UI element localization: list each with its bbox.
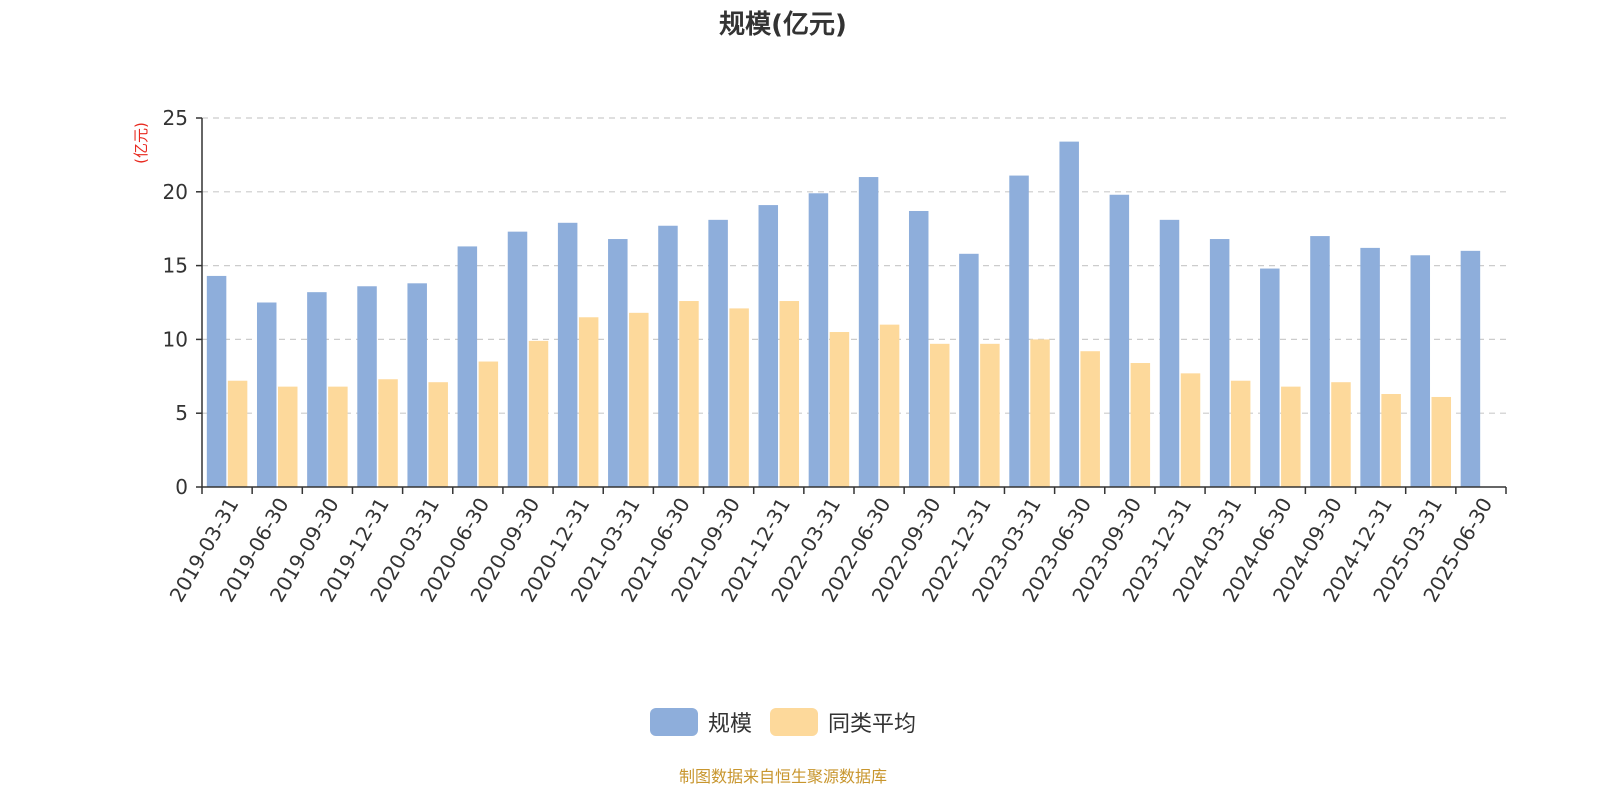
bar-category-average[interactable] bbox=[378, 379, 398, 487]
bar-scale[interactable] bbox=[808, 193, 829, 487]
grid-lines bbox=[202, 117, 1506, 414]
legend-item-category-average[interactable]: 同类平均 bbox=[770, 706, 916, 738]
y-tick-label: 25 bbox=[163, 106, 188, 130]
bar-category-average[interactable] bbox=[980, 343, 1000, 487]
bar-category-average[interactable] bbox=[428, 382, 448, 487]
bar-scale[interactable] bbox=[507, 231, 528, 487]
bar-scale[interactable] bbox=[758, 205, 779, 488]
y-axis-unit-label: (亿元) bbox=[132, 122, 150, 164]
bar-category-average[interactable] bbox=[1431, 396, 1452, 487]
y-tick-label: 15 bbox=[163, 254, 188, 278]
bar-scale[interactable] bbox=[357, 286, 377, 487]
bar-category-average[interactable] bbox=[528, 340, 549, 487]
bar-category-average[interactable] bbox=[629, 312, 649, 487]
bar-scale[interactable] bbox=[708, 219, 728, 487]
bar-category-average[interactable] bbox=[1331, 382, 1351, 487]
legend-swatch-scale bbox=[649, 708, 698, 736]
bar-scale[interactable] bbox=[457, 246, 478, 487]
bar-category-average[interactable] bbox=[1130, 363, 1151, 487]
bar-scale[interactable] bbox=[858, 177, 879, 488]
bar-category-average[interactable] bbox=[829, 332, 850, 487]
bar-category-average[interactable] bbox=[1180, 373, 1201, 487]
legend-swatch-category-average bbox=[770, 708, 818, 736]
bar-category-average[interactable] bbox=[679, 301, 699, 487]
bar-scale[interactable] bbox=[608, 239, 628, 487]
y-tick-label: 5 bbox=[175, 401, 188, 425]
bar-scale[interactable] bbox=[307, 292, 327, 487]
bar-category-average[interactable] bbox=[879, 324, 900, 487]
bar-category-average[interactable] bbox=[478, 361, 499, 487]
bar-category-average[interactable] bbox=[1030, 339, 1050, 487]
bar-category-average[interactable] bbox=[578, 317, 599, 487]
legend-label-category-average: 同类平均 bbox=[828, 712, 917, 737]
bar-scale[interactable] bbox=[1059, 141, 1079, 487]
bar-scale[interactable] bbox=[1209, 239, 1230, 487]
bar-category-average[interactable] bbox=[1230, 380, 1251, 487]
bar-category-average[interactable] bbox=[929, 343, 950, 487]
bar-scale[interactable] bbox=[1159, 219, 1180, 487]
legend-label-scale: 规模 bbox=[707, 712, 752, 737]
bar-scale[interactable] bbox=[959, 253, 979, 487]
bar-category-average[interactable] bbox=[1381, 394, 1401, 487]
bar-category-average[interactable] bbox=[729, 308, 749, 487]
legend-item-scale[interactable]: 规模 bbox=[649, 706, 752, 738]
bar-scale[interactable] bbox=[1310, 236, 1330, 487]
bar-category-average[interactable] bbox=[227, 380, 248, 487]
bar-category-average[interactable] bbox=[1281, 386, 1301, 487]
bar-scale[interactable] bbox=[256, 302, 277, 488]
bar-scale[interactable] bbox=[1460, 250, 1481, 487]
legend: 规模 同类平均 bbox=[0, 706, 1566, 738]
bar-scale[interactable] bbox=[407, 283, 427, 487]
bar-scale[interactable] bbox=[1360, 247, 1380, 487]
bar-scale[interactable] bbox=[908, 210, 929, 487]
bar-scale[interactable] bbox=[206, 275, 227, 487]
bar-category-average[interactable] bbox=[1080, 351, 1100, 487]
bars bbox=[206, 141, 1481, 488]
chart-title: 规模(亿元) bbox=[719, 10, 847, 40]
data-source-note: 制图数据来自恒生聚源数据库 bbox=[678, 767, 887, 786]
y-tick-label: 20 bbox=[163, 180, 188, 204]
y-tick-label: 10 bbox=[163, 327, 188, 351]
bar-scale[interactable] bbox=[1410, 255, 1431, 487]
bar-scale[interactable] bbox=[1260, 268, 1280, 487]
bar-category-average[interactable] bbox=[277, 386, 298, 487]
bar-scale[interactable] bbox=[658, 225, 678, 488]
bar-scale[interactable] bbox=[1109, 194, 1130, 487]
bar-scale[interactable] bbox=[1009, 175, 1029, 487]
bar-category-average[interactable] bbox=[328, 386, 348, 487]
bar-scale[interactable] bbox=[557, 222, 578, 487]
y-tick-label: 0 bbox=[175, 475, 188, 499]
bar-category-average[interactable] bbox=[779, 301, 800, 487]
